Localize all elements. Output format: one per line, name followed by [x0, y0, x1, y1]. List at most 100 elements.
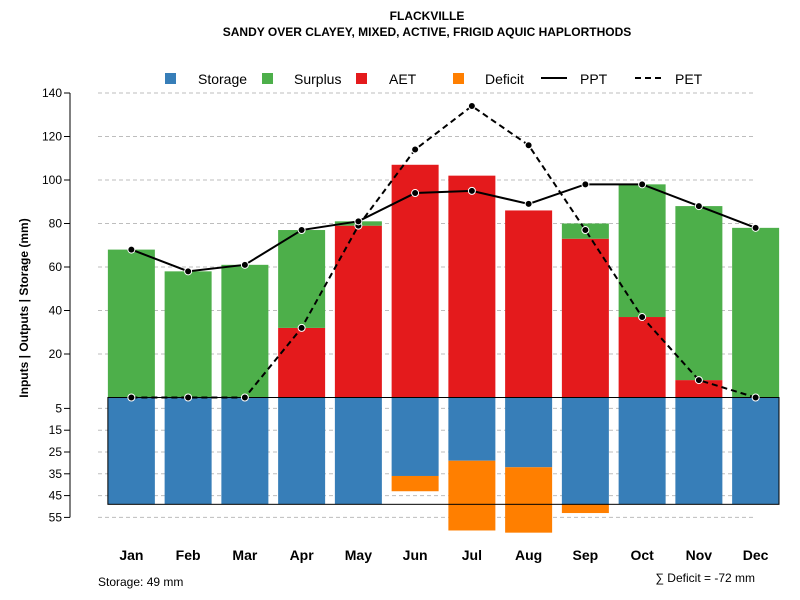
legend-deficit-label: Deficit [485, 71, 524, 87]
y-axis-title: Inputs | Outputs | Storage (mm) [17, 218, 31, 397]
surplus-bar [107, 249, 155, 398]
surplus-bar [164, 271, 212, 398]
pet-point [581, 226, 590, 235]
y-axis: 140 120 100 80 60 40 20 5 15 25 35 45 55 [42, 86, 71, 524]
ppt-point [297, 226, 306, 235]
aet-bar [505, 210, 553, 398]
surplus-bar [732, 227, 780, 398]
x-axis-labels: Jan Feb Mar Apr May Jun Jul Aug Sep Oct Nov Dec [119, 547, 768, 563]
storage-bar [278, 397, 326, 505]
aet-bar [391, 164, 439, 398]
ppt-point [354, 217, 363, 226]
aet-bar [278, 327, 326, 398]
x-tick-label: Nov [686, 547, 713, 563]
aet-bar [448, 175, 496, 398]
legend-ppt-label: PPT [580, 71, 608, 87]
ppt-point [751, 223, 760, 232]
x-tick-label: Oct [630, 547, 654, 563]
storage-bar [732, 397, 780, 505]
x-tick-label: Aug [515, 547, 542, 563]
y-tick-label: 40 [49, 304, 63, 318]
ppt-point [638, 180, 647, 189]
y-tick-label: 5 [55, 401, 62, 415]
y-tick-label: 120 [42, 130, 62, 144]
y-tick-label: 35 [49, 467, 63, 481]
legend-aet-label: AET [389, 71, 417, 87]
aet-bar [334, 225, 382, 398]
x-tick-label: Feb [176, 547, 201, 563]
storage-bar [164, 397, 212, 505]
surplus-bar [221, 264, 269, 398]
deficit-bar [391, 475, 439, 492]
legend: Storage Surplus AET Deficit PPT PET [165, 71, 703, 87]
x-tick-label: Mar [232, 547, 257, 563]
storage-bar [391, 397, 439, 476]
ppt-point [467, 186, 476, 195]
y-tick-label: 15 [49, 423, 63, 437]
storage-bar [107, 397, 155, 505]
surplus-bar [278, 230, 326, 328]
ppt-point [184, 267, 193, 276]
storage-bar [334, 397, 382, 505]
series-lines [127, 102, 760, 402]
x-tick-label: Dec [743, 547, 769, 563]
ppt-point [524, 199, 533, 208]
pet-point [127, 393, 136, 402]
x-tick-label: Jan [119, 547, 143, 563]
y-tick-label: 20 [49, 347, 63, 361]
pet-point [411, 145, 420, 154]
aet-bar [561, 238, 609, 398]
x-tick-label: Jun [403, 547, 428, 563]
chart-title: FLACKVILLE [390, 9, 465, 23]
legend-storage-label: Storage [198, 71, 247, 87]
pet-point [240, 393, 249, 402]
pet-point [297, 323, 306, 332]
y-tick-label: 55 [49, 510, 63, 524]
y-tick-label: 45 [49, 489, 63, 503]
pet-line [131, 104, 756, 399]
storage-bar [221, 397, 269, 505]
x-tick-label: Apr [290, 547, 315, 563]
legend-storage-swatch [165, 73, 176, 84]
pet-point [751, 393, 760, 402]
storage-capacity-box [107, 397, 780, 505]
storage-bar [561, 397, 609, 505]
y-tick-label: 140 [42, 86, 62, 100]
y-tick-label: 100 [42, 173, 62, 187]
surplus-bar [675, 206, 723, 381]
y-tick-label: 80 [49, 217, 63, 231]
pet-point [184, 393, 193, 402]
storage-bar [448, 397, 496, 461]
y-tick-label: 25 [49, 445, 63, 459]
pet-point [524, 141, 533, 150]
deficit-bar [448, 460, 496, 531]
storage-bar [505, 397, 553, 468]
chart-subtitle: SANDY OVER CLAYEY, MIXED, ACTIVE, FRIGID… [223, 25, 632, 39]
aet-bar [675, 380, 723, 398]
storage-capacity-note: Storage: 49 mm [98, 575, 183, 589]
pet-point [694, 376, 703, 385]
deficit-bar [505, 467, 553, 533]
aet-bar [618, 317, 666, 398]
x-tick-label: Sep [573, 547, 599, 563]
ppt-point [694, 202, 703, 211]
ppt-point [127, 245, 136, 254]
storage-bar [675, 397, 723, 505]
x-tick-label: Jul [462, 547, 482, 563]
bars [107, 164, 780, 533]
deficit-sum-note: ∑ Deficit = -72 mm [655, 571, 755, 585]
ppt-point [411, 189, 420, 198]
legend-surplus-swatch [262, 73, 273, 84]
ppt-point [581, 180, 590, 189]
x-tick-label: May [345, 547, 372, 563]
pet-point [467, 102, 476, 111]
legend-aet-swatch [356, 73, 367, 84]
ppt-line [131, 183, 756, 273]
legend-surplus-label: Surplus [294, 71, 341, 87]
ppt-point [240, 260, 249, 269]
y-tick-label: 60 [49, 260, 63, 274]
legend-pet-label: PET [675, 71, 703, 87]
legend-deficit-swatch [453, 73, 464, 84]
deficit-bar [561, 504, 609, 514]
